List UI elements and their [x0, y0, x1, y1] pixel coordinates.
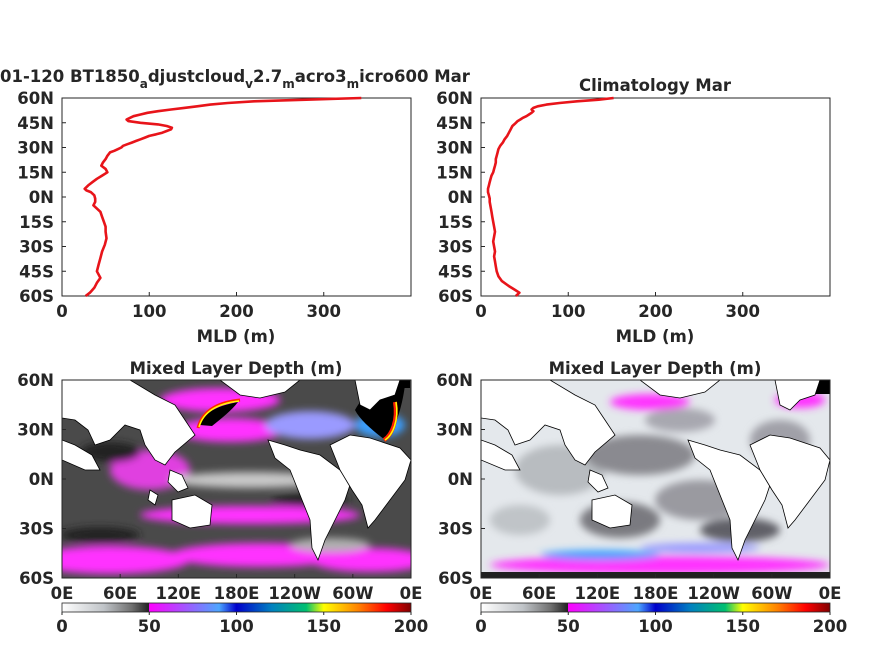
- colorbar-tick-label: 100: [219, 617, 253, 636]
- y-tick-label: 45S: [19, 262, 54, 281]
- x-tick-label: 180E: [633, 584, 679, 603]
- mld-field-experiment: [62, 380, 411, 578]
- chart-title-climatology: Climatology Mar: [579, 76, 732, 95]
- y-tick-label: 15S: [438, 213, 473, 232]
- y-tick-labels: 60N 45N 30N 15N 0N 15S 30S 45S 60S: [436, 89, 485, 306]
- x-tick-label: 0E: [819, 584, 842, 603]
- colorbar-tick-label: 200: [394, 617, 428, 636]
- y-tick-label: 15S: [19, 213, 54, 232]
- series-line: [83, 96, 362, 298]
- x-tick-labels: 0 100 200 300: [475, 292, 760, 321]
- series-lines: [486, 96, 614, 297]
- colorbar-climatology: 0 50 100 150 200: [475, 602, 847, 636]
- x-tick-label: 0E: [470, 584, 493, 603]
- x-tick-labels: 0E 60E 120E 180E 120W 60W 0E: [470, 574, 842, 603]
- colorbar-tick-label: 0: [475, 617, 486, 636]
- x-tick-label: 0E: [51, 584, 74, 603]
- x-tick-label: 120E: [574, 584, 620, 603]
- colorbar-tick-label: 0: [56, 617, 67, 636]
- y-tick-label: 30N: [436, 139, 473, 158]
- x-tick-label: 0: [56, 302, 67, 321]
- x-tick-label: 60E: [103, 584, 137, 603]
- y-tick-label: 30S: [438, 238, 473, 257]
- y-tick-label: 0N: [448, 188, 473, 207]
- colorbar-tick-label: 100: [638, 617, 672, 636]
- colorbar-tick-label: 150: [307, 617, 341, 636]
- plot-area-climatology: [480, 97, 831, 297]
- y-tick-label: 30S: [19, 238, 54, 257]
- series-line: [486, 96, 614, 297]
- x-tick-label: 120W: [268, 584, 321, 603]
- x-tick-label: 200: [638, 302, 672, 321]
- series-lines: [83, 96, 362, 298]
- y-tick-label: 30S: [19, 520, 54, 539]
- y-tick-label: 60N: [436, 371, 473, 390]
- x-tick-label: 60W: [332, 584, 373, 603]
- y-tick-label: 0N: [29, 188, 54, 207]
- x-tick-label: 60W: [751, 584, 792, 603]
- x-tick-label: 0E: [400, 584, 423, 603]
- x-tick-label: 100: [551, 302, 585, 321]
- y-tick-labels: 60N 30N 0N 30S 60S: [436, 371, 485, 588]
- y-tick-label: 15N: [17, 163, 54, 182]
- x-axis-label: MLD (m): [197, 327, 276, 346]
- map-title-experiment: Mixed Layer Depth (m): [130, 359, 343, 378]
- x-tick-label: 300: [307, 302, 341, 321]
- x-tick-label: 120E: [155, 584, 201, 603]
- y-tick-label: 60N: [17, 89, 54, 108]
- mld-field-climatology: [481, 380, 830, 578]
- y-tick-label: 60S: [19, 287, 54, 306]
- y-tick-label: 30N: [17, 421, 54, 440]
- x-tick-label: 300: [726, 302, 760, 321]
- panel-map-climatology: Mixed Layer Depth (m): [436, 359, 847, 636]
- x-tick-label: 120W: [687, 584, 740, 603]
- y-tick-label: 60N: [17, 371, 54, 390]
- x-tick-label: 180E: [214, 584, 260, 603]
- colorbar-tick-label: 150: [726, 617, 760, 636]
- y-tick-label: 0N: [448, 470, 473, 489]
- y-tick-label: 60S: [438, 569, 473, 588]
- x-tick-label: 0: [475, 302, 486, 321]
- colorbar-tick-label: 200: [813, 617, 847, 636]
- y-tick-label: 60N: [436, 89, 473, 108]
- y-tick-label: 45N: [17, 114, 54, 133]
- y-tick-label: 30S: [438, 520, 473, 539]
- x-tick-labels: 0E 60E 120E 180E 120W 60W 0E: [51, 574, 423, 603]
- plot-area-experiment: [61, 97, 412, 297]
- x-tick-label: 200: [219, 302, 253, 321]
- chart-title-experiment: 01-120 BT1850adjustcloudv2.7macro3micro6…: [0, 67, 471, 91]
- y-tick-labels: 60N 45N 30N 15N 0N 15S 30S 45S 60S: [17, 89, 66, 306]
- x-tick-label: 100: [132, 302, 166, 321]
- y-tick-label: 0N: [29, 470, 54, 489]
- panel-line-experiment: 01-120 BT1850adjustcloudv2.7macro3micro6…: [0, 67, 471, 346]
- colorbar-tick-label: 50: [557, 617, 580, 636]
- panel-map-experiment: Mixed Layer Depth (m): [17, 359, 428, 636]
- y-tick-label: 15N: [436, 163, 473, 182]
- y-tick-label: 45S: [438, 262, 473, 281]
- x-tick-labels: 0 100 200 300: [56, 292, 341, 321]
- x-axis-label: MLD (m): [616, 327, 695, 346]
- y-tick-label: 30N: [17, 139, 54, 158]
- y-tick-labels: 60N 30N 0N 30S 60S: [17, 371, 66, 588]
- y-tick-label: 30N: [436, 421, 473, 440]
- colorbar-experiment: 0 50 100 150 200: [56, 602, 428, 636]
- continents: [481, 380, 830, 562]
- y-tick-label: 60S: [19, 569, 54, 588]
- y-tick-label: 60S: [438, 287, 473, 306]
- y-tick-label: 45N: [436, 114, 473, 133]
- x-tick-label: 60E: [522, 584, 556, 603]
- continents: [62, 380, 411, 562]
- panel-line-climatology: Climatology Mar 60N45N30N15N0N15S30S45S6…: [436, 76, 831, 346]
- colorbar-tick-label: 50: [138, 617, 161, 636]
- map-title-climatology: Mixed Layer Depth (m): [549, 359, 762, 378]
